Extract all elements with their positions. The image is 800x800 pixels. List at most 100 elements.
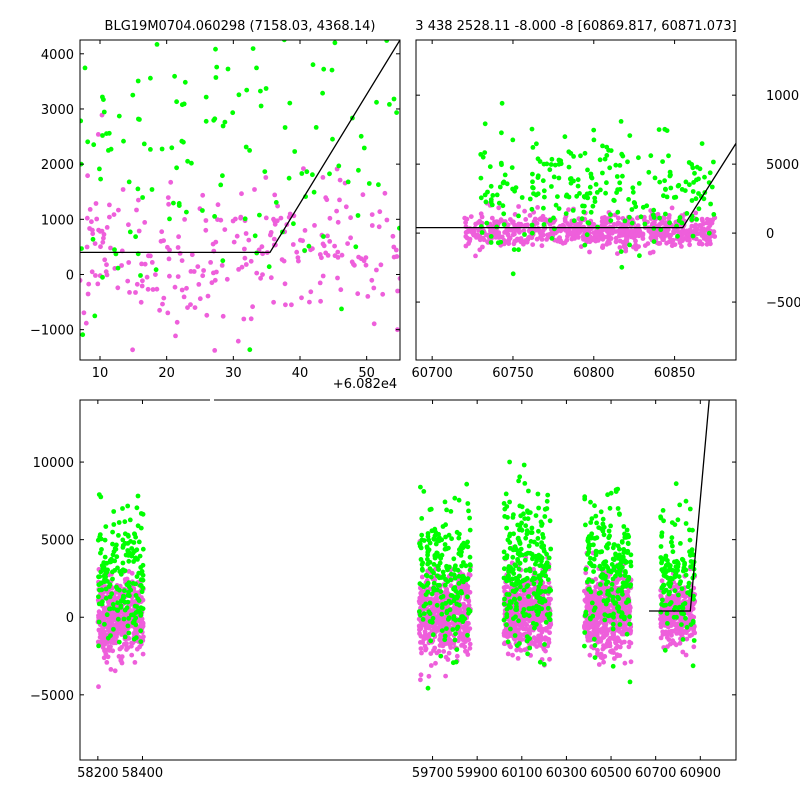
- data-point: [511, 247, 517, 253]
- y-tick-label: 4000: [41, 48, 74, 63]
- data-point: [318, 298, 323, 304]
- data-point: [699, 141, 705, 147]
- model-curve: [416, 143, 736, 229]
- data-point: [428, 574, 434, 580]
- data-point: [683, 179, 689, 185]
- data-point: [499, 100, 505, 106]
- data-point: [127, 229, 133, 235]
- data-point: [526, 594, 531, 599]
- data-point: [555, 194, 560, 200]
- data-point: [659, 534, 665, 539]
- data-point: [352, 0, 357, 1]
- data-point: [607, 505, 613, 511]
- data-point: [132, 660, 138, 665]
- data-point: [101, 97, 106, 102]
- top-right-title: 3 438 2528.11 -8.000 -8 [60869.817, 6087…: [415, 19, 736, 34]
- data-point: [662, 178, 667, 184]
- data-point: [397, 276, 400, 281]
- data-point: [585, 625, 591, 631]
- data-point: [467, 567, 473, 573]
- data-point: [535, 595, 541, 601]
- data-point: [311, 189, 317, 195]
- data-point: [524, 626, 529, 632]
- data-point: [116, 207, 121, 213]
- data-point: [97, 166, 102, 172]
- data-point: [540, 532, 545, 537]
- data-point: [248, 316, 254, 322]
- data-point: [663, 569, 669, 575]
- data-point: [440, 569, 446, 575]
- data-point: [115, 285, 121, 291]
- data-point: [434, 587, 440, 593]
- data-point: [527, 636, 532, 641]
- data-point: [680, 557, 686, 563]
- data-point: [549, 236, 555, 241]
- data-point: [90, 231, 96, 237]
- data-point: [627, 679, 633, 685]
- data-point: [335, 275, 340, 281]
- data-point: [504, 592, 510, 597]
- data-point: [446, 615, 452, 620]
- data-point: [103, 577, 109, 583]
- data-point: [101, 235, 106, 241]
- data-point: [637, 232, 643, 238]
- data-point: [452, 495, 458, 501]
- data-point: [640, 236, 646, 242]
- data-point: [566, 207, 571, 213]
- data-point: [171, 200, 176, 206]
- data-point: [140, 278, 145, 284]
- data-point: [203, 227, 209, 233]
- data-point: [126, 179, 132, 185]
- data-point: [418, 672, 424, 678]
- x-tick-label: 60750: [492, 366, 533, 381]
- data-point: [473, 221, 479, 227]
- data-point: [439, 628, 445, 633]
- data-point: [628, 231, 634, 237]
- data-point: [504, 553, 510, 558]
- data-point: [104, 131, 109, 137]
- data-point: [517, 540, 523, 546]
- data-point: [683, 498, 689, 504]
- data-point: [478, 152, 484, 157]
- data-point: [607, 165, 613, 171]
- data-point: [464, 481, 470, 487]
- data-point: [307, 299, 312, 305]
- data-point: [176, 201, 182, 206]
- data-point: [363, 255, 369, 260]
- data-point: [676, 574, 682, 579]
- data-point: [84, 215, 90, 221]
- data-point: [600, 566, 606, 571]
- data-point: [96, 594, 101, 600]
- data-point: [617, 638, 622, 644]
- data-point: [100, 610, 106, 616]
- data-point: [618, 249, 624, 255]
- data-point: [499, 162, 504, 168]
- data-point: [583, 227, 589, 232]
- data-point: [501, 575, 507, 581]
- data-point: [339, 252, 345, 258]
- data-point: [119, 263, 124, 268]
- data-point: [148, 253, 153, 259]
- data-point: [667, 589, 672, 595]
- data-point: [600, 170, 605, 176]
- data-point: [507, 533, 512, 539]
- data-point: [628, 659, 634, 665]
- x-tick-label: 58400: [122, 766, 163, 781]
- data-point: [511, 571, 517, 576]
- data-point: [448, 509, 454, 514]
- y-tick-label: 3000: [41, 103, 74, 118]
- data-point: [515, 222, 520, 228]
- data-point: [182, 217, 188, 222]
- data-point: [136, 197, 141, 203]
- data-point: [244, 87, 250, 93]
- data-point: [522, 481, 528, 486]
- data-point: [351, 261, 356, 267]
- data-point: [417, 612, 423, 618]
- data-point: [541, 188, 547, 194]
- y-tick-label: 10000: [766, 89, 800, 104]
- data-point: [320, 90, 325, 96]
- data-point: [626, 576, 631, 582]
- data-point: [610, 594, 616, 600]
- data-point: [100, 274, 105, 280]
- data-point: [644, 203, 650, 209]
